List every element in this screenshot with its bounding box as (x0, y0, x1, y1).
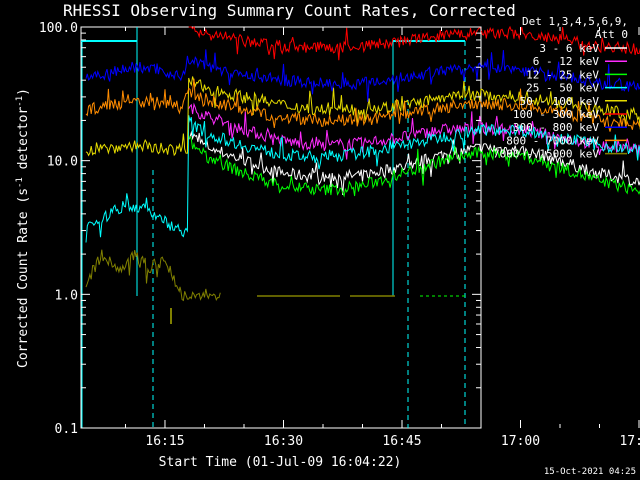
y-axis: 0.1 1.0 10.0 100.0 (39, 21, 481, 437)
plot-area: 0.1 1.0 10.0 100.0 16:15 16:30 16:45 17:00 17:1… (39, 21, 640, 449)
legend-header-1: Det 1,3,4,5,6,9, (522, 15, 628, 28)
x-tick-label: 17:00 (501, 434, 540, 449)
series-line (188, 25, 640, 61)
legend-label: 800 - 7000 keV (506, 134, 599, 147)
series-line (188, 130, 640, 196)
x-tick-label: 17:15 (619, 434, 640, 449)
y-tick-label: 0.1 (55, 422, 78, 437)
y-tick-label: 100.0 (39, 21, 78, 36)
y-tick-label: 10.0 (47, 155, 78, 170)
series-line (85, 249, 221, 302)
series-line (85, 76, 640, 157)
series-line (85, 78, 640, 132)
y-tick-label: 1.0 (55, 288, 78, 303)
x-tick-label: 16:30 (264, 434, 303, 449)
legend-label: 12 - 25 keV (526, 68, 599, 81)
legend-label: 50 - 100 keV (520, 95, 600, 108)
series-line (85, 115, 640, 243)
x-tick-label: 16:15 (145, 434, 184, 449)
legend-label: 7000 - 15000 keV (493, 148, 599, 161)
legend-label: 25 - 50 keV (526, 82, 599, 95)
legend-label: 3 - 6 keV (539, 42, 599, 55)
legend-label: 6 - 12 keV (533, 55, 600, 68)
y-axis-label: Corrected Count Rate (s-1 detector-1) (15, 88, 31, 368)
x-axis-label: Start Time (01-Jul-09 16:04:22) (159, 455, 402, 470)
generation-timestamp: 15-Oct-2021 04:25 (544, 467, 636, 477)
series-line (85, 49, 640, 102)
plot-frame (80, 26, 482, 429)
x-tick-label: 16:45 (382, 434, 421, 449)
series-line (188, 135, 640, 198)
series-group (85, 25, 640, 302)
legend-header-2: Att 0 (595, 28, 628, 41)
instrument-markers (81, 27, 466, 428)
legend-label: 100 - 300 keV (513, 108, 599, 121)
legend-label: 300 - 800 keV (513, 121, 599, 134)
chart-title: RHESSI Observing Summary Count Rates, Co… (63, 1, 516, 20)
series-line (188, 102, 640, 160)
